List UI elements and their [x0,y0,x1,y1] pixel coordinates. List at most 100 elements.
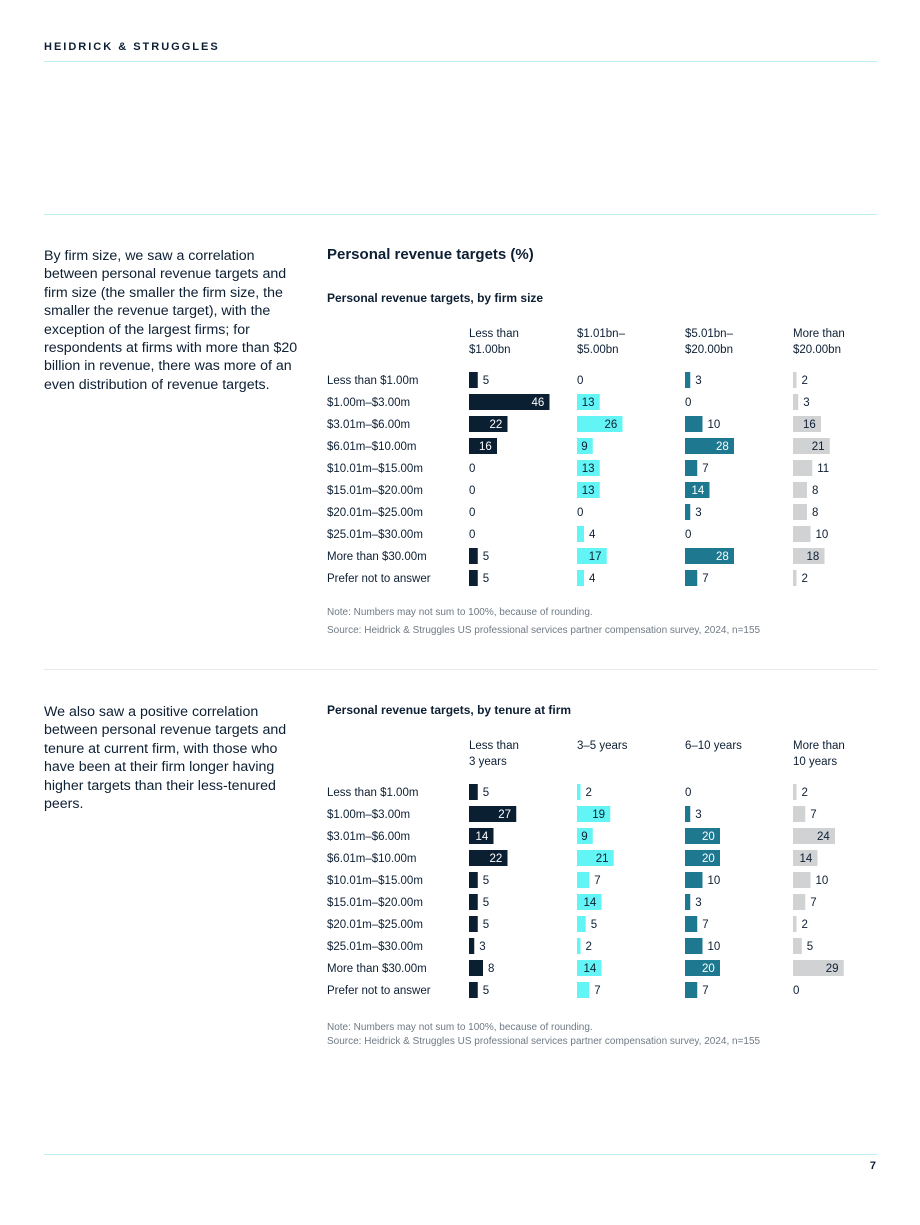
bar-chart2-s2-r4 [577,850,614,866]
data-label: 7 [594,985,600,997]
data-label: 20 [702,831,715,843]
main-title: Personal revenue targets (%) [327,246,534,263]
bar-chart2-s4-r2 [793,806,806,822]
data-label: 7 [702,463,708,475]
intro-firm-size: By firm size, we saw a correlation betwe… [44,248,298,393]
bar-chart2-s1-r9 [469,960,483,976]
bar-chart1-s4-r10 [793,570,797,586]
data-label: 8 [812,485,818,497]
data-label: 4 [589,529,596,541]
bar-chart2-s2-r8 [577,938,581,954]
bar-chart2-s3-r7 [685,916,698,932]
bar-chart2-s2-r5 [577,872,590,888]
data-label: 3 [695,809,701,821]
bar-chart1-s3-r10 [685,570,698,586]
data-label: 18 [807,551,820,563]
data-label: 10 [708,419,721,431]
column-header-1: 3 years [469,756,507,768]
data-label: 10 [708,941,721,953]
bar-chart2-s1-r3 [469,828,494,844]
column-header-3: 6–10 years [685,740,742,752]
data-label: 10 [816,875,829,887]
bar-chart2-s4-r7 [793,916,797,932]
bar-chart2-s2-r10 [577,982,590,998]
data-label: 7 [810,897,816,909]
data-label: 0 [685,787,691,799]
section-divider [44,214,877,215]
bar-chart2-s4-r1 [793,784,797,800]
bar-chart2-s1-r2 [469,806,517,822]
bar-chart2-s1-r7 [469,916,478,932]
data-label: 19 [592,809,605,821]
category-label: Prefer not to answer [327,985,431,997]
bar-chart1-s4-r5 [793,460,813,476]
header-divider [44,61,877,62]
data-label: 9 [581,831,587,843]
data-label: 3 [695,375,701,387]
chart2-title: Personal revenue targets, by tenure at f… [327,703,572,717]
data-label: 46 [532,397,545,409]
bar-chart2-s2-r2 [577,806,611,822]
category-label: More than $30.00m [327,963,427,975]
bar-chart2-s3-r6 [685,894,691,910]
bar-chart1-s3-r1 [685,372,691,388]
data-label: 3 [695,897,701,909]
data-label: 16 [803,419,816,431]
data-label: 2 [802,919,808,931]
data-label: 5 [591,919,597,931]
bar-chart2-s2-r1 [577,784,581,800]
column-header-4: More than [793,740,845,752]
category-label: $3.01m–$6.00m [327,419,410,431]
data-label: 27 [498,809,511,821]
data-label: 7 [810,809,816,821]
data-label: 0 [469,463,475,475]
column-header-1: Less than [469,740,519,752]
data-label: 0 [793,985,799,997]
bar-chart1-s1-r9 [469,548,478,564]
bar-chart1-s3-r4 [685,438,734,454]
data-label: 13 [582,397,595,409]
data-label: 5 [483,787,489,799]
bar-chart1-s4-r8 [793,526,811,542]
data-label: 7 [702,919,708,931]
data-label: 5 [483,985,489,997]
chart1-note: Note: Numbers may not sum to 100%, becau… [327,607,593,618]
footer-divider [44,1154,877,1155]
category-label: $6.01m–$10.00m [327,441,417,453]
bar-chart1-s3-r7 [685,504,691,520]
data-label: 10 [708,875,721,887]
column-header-4: $20.00bn [793,344,841,356]
data-label: 0 [469,507,475,519]
bar-chart2-s3-r9 [685,960,720,976]
data-label: 0 [577,507,583,519]
category-label: $3.01m–$6.00m [327,831,410,843]
bar-chart1-s2-r3 [577,416,623,432]
bar-chart1-s3-r5 [685,460,698,476]
category-label: $25.01m–$30.00m [327,941,423,953]
bar-chart1-s2-r4 [577,438,593,454]
data-label: 5 [483,573,489,585]
bar-chart2-s3-r8 [685,938,703,954]
data-label: 7 [702,985,708,997]
data-label: 0 [685,397,691,409]
intro-tenure: We also saw a positive correlation betwe… [44,704,287,813]
category-label: More than $30.00m [327,551,427,563]
bar-chart2-s3-r4 [685,850,720,866]
bar-chart1-s2-r10 [577,570,584,586]
category-label: Less than $1.00m [327,375,418,387]
bar-chart1-s4-r2 [793,394,799,410]
bar-chart2-s3-r2 [685,806,691,822]
bar-chart2-s2-r6 [577,894,602,910]
bar-chart1-s4-r6 [793,482,807,498]
bar-chart2-s4-r6 [793,894,806,910]
data-label: 20 [702,853,715,865]
category-label: $15.01m–$20.00m [327,485,423,497]
data-label: 3 [803,397,809,409]
category-label: $6.01m–$10.00m [327,853,417,865]
data-label: 5 [483,375,489,387]
data-label: 17 [589,551,602,563]
data-label: 2 [802,375,808,387]
data-label: 21 [596,853,609,865]
bar-chart1-s2-r8 [577,526,584,542]
bar-chart2-s4-r4 [793,850,818,866]
